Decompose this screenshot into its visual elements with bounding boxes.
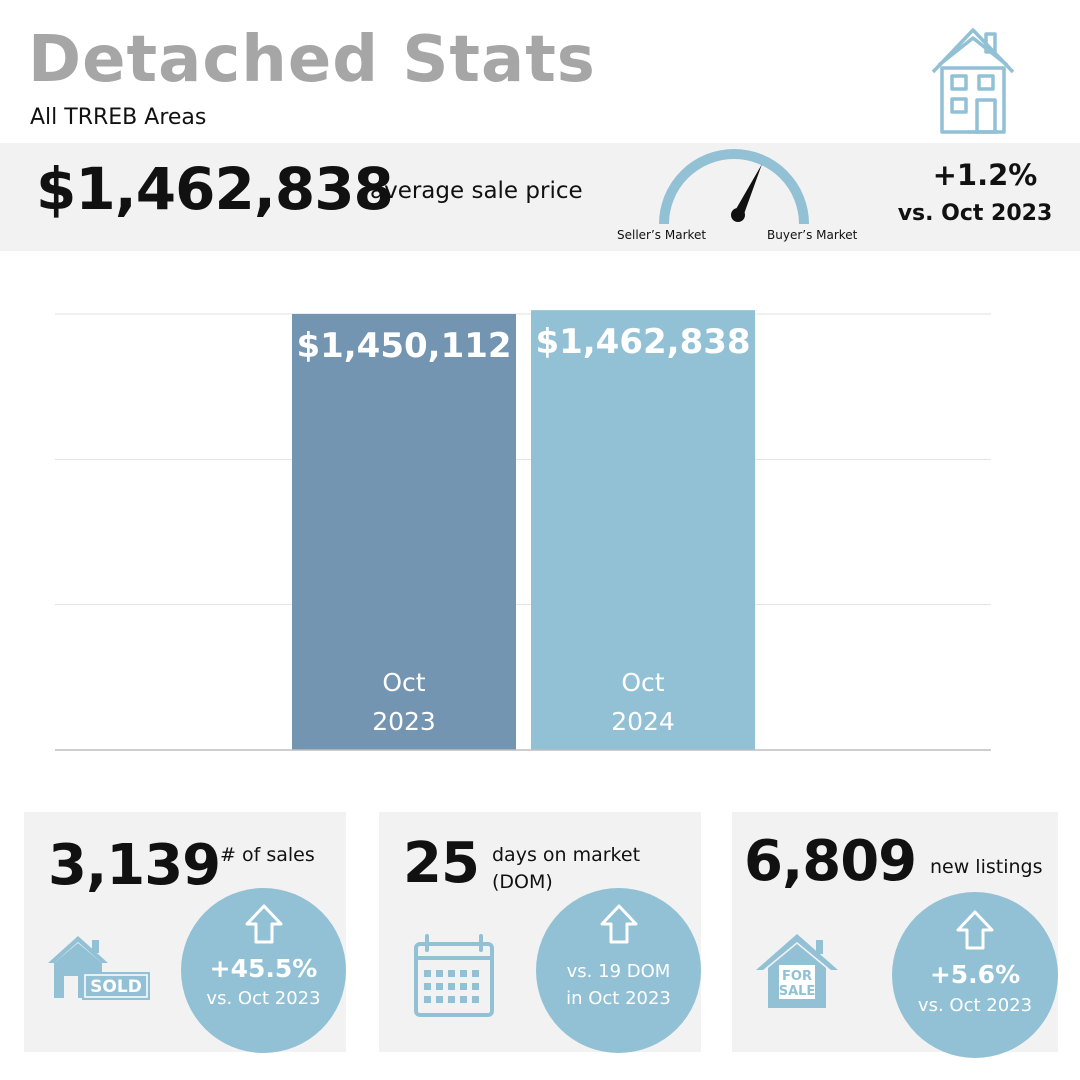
dom-comparison: vs. 19 DOM in Oct 2023 xyxy=(566,961,671,1009)
bar-category-label: 2024 xyxy=(611,707,675,736)
average-sale-price: $1,462,838 xyxy=(36,155,394,223)
sold-house-icon: SOLD xyxy=(48,936,150,1000)
bar-oct-2023 xyxy=(292,313,516,750)
sales-change-bubble: +45.5% vs. Oct 2023 xyxy=(181,888,346,1053)
gauge-sellers-market-label: Seller’s Market xyxy=(617,228,707,242)
price-summary-band xyxy=(0,143,1080,251)
new-listings-label: new listings xyxy=(930,856,1043,878)
sales-count: 3,139 xyxy=(48,833,221,898)
bar-oct-2024 xyxy=(531,310,755,750)
dom-change-bubble: vs. 19 DOM in Oct 2023 xyxy=(536,888,701,1053)
bar-value-label: $1,450,112 xyxy=(296,326,511,366)
bar-category-label: Oct xyxy=(382,668,425,697)
new-listings-count: 6,809 xyxy=(744,829,917,894)
page-subtitle: All TRREB Areas xyxy=(30,105,207,130)
average-sale-price-label: average sale price xyxy=(370,178,583,204)
bar-value-label: $1,462,838 xyxy=(535,322,750,362)
sales-change-comparison: vs. Oct 2023 xyxy=(206,988,321,1009)
price-change-comparison: vs. Oct 2023 xyxy=(897,201,1053,226)
page-title: Detached Stats xyxy=(28,23,596,97)
gauge-buyers-market-label: Buyer’s Market xyxy=(767,228,858,242)
listings-change-percent: +5.6% xyxy=(929,960,1021,989)
sold-sign-text: SOLD xyxy=(90,977,142,997)
price-change-percent: +1.2% xyxy=(932,158,1038,192)
calendar-icon xyxy=(414,934,494,1017)
sales-card: 3,139 # of sales SOLD +45.5% vs. Oct 202… xyxy=(24,812,346,1053)
days-on-market-label: days on market (DOM) xyxy=(492,844,641,893)
average-price-bar-chart: $1,450,112 Oct 2023 $1,462,838 Oct 2024 xyxy=(55,310,991,751)
bar-category-label: 2023 xyxy=(372,707,436,736)
listings-change-bubble: +5.6% vs. Oct 2023 xyxy=(892,892,1058,1058)
up-arrow-icon xyxy=(956,910,994,950)
for-sale-text-bottom: SALE xyxy=(779,984,816,999)
for-sale-house-icon: FOR SALE xyxy=(756,934,838,1008)
new-listings-card: 6,809 new listings FOR SALE +5.6% vs. Oc… xyxy=(732,812,1058,1058)
sales-change-percent: +45.5% xyxy=(209,954,318,983)
up-arrow-icon xyxy=(245,904,282,944)
listings-change-comparison: vs. Oct 2023 xyxy=(917,995,1033,1016)
days-on-market-value: 25 xyxy=(403,831,480,896)
bar-category-label: Oct xyxy=(621,668,664,697)
house-icon xyxy=(931,28,1015,134)
sales-label: # of sales xyxy=(220,844,315,866)
for-sale-text-top: FOR xyxy=(782,969,812,984)
days-on-market-card: 25 days on market (DOM) vs. 19 DOM in Oc… xyxy=(379,812,701,1053)
up-arrow-icon xyxy=(600,904,637,944)
gauge-needle xyxy=(732,164,762,216)
market-gauge xyxy=(659,149,809,225)
